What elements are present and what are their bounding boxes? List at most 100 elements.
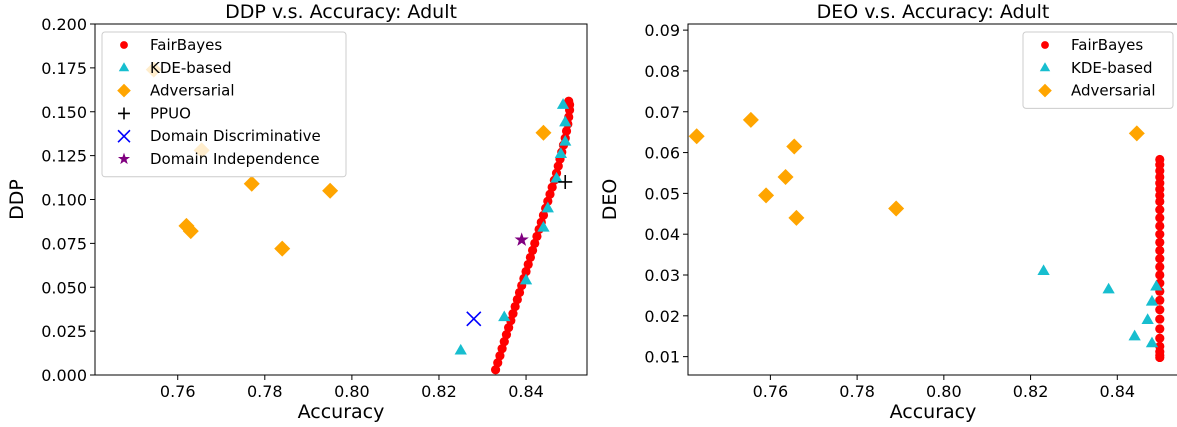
legend-marker-kde-based — [118, 62, 130, 72]
data-point — [514, 287, 525, 298]
legend: FairBayes KDE-based Adversarial PPUO Domain … — [101, 31, 347, 178]
data-point — [1155, 221, 1165, 231]
legend-marker-ppuo — [118, 107, 130, 120]
data-point — [559, 115, 572, 127]
data-point — [1141, 313, 1154, 324]
data-point — [777, 169, 794, 186]
y-tick-label: 0.075 — [41, 234, 87, 253]
data-point — [274, 240, 291, 257]
data-point — [497, 344, 507, 354]
data-point — [519, 273, 533, 285]
legend-label-fairbayes: FairBayes — [150, 36, 222, 54]
legend-box — [101, 31, 347, 178]
data-point — [561, 126, 572, 136]
y-tick-label: 0.09 — [644, 21, 680, 40]
legend-marker-fairbayes — [1041, 41, 1049, 49]
y-tick-label: 0.01 — [644, 348, 680, 367]
data-point — [1155, 237, 1165, 247]
data-point — [454, 343, 467, 355]
data-point — [558, 174, 573, 189]
legend-label-adversarial: Adversarial — [1071, 82, 1156, 100]
data-point — [1128, 125, 1145, 142]
y-tick-label: 0.02 — [644, 307, 680, 326]
data-point — [545, 189, 555, 199]
data-point — [510, 301, 520, 312]
series-ppuo — [558, 174, 573, 189]
data-point — [514, 232, 529, 246]
data-point — [559, 134, 572, 146]
data-point — [742, 111, 759, 128]
data-point — [550, 171, 563, 183]
data-point — [243, 175, 260, 192]
y-tick-label: 0.175 — [41, 59, 87, 78]
y-tick-label: 0.050 — [41, 278, 87, 297]
data-point — [1155, 341, 1165, 352]
data-point — [1155, 229, 1165, 239]
data-point — [495, 351, 505, 361]
y-tick-label: 0.025 — [41, 322, 87, 341]
y-tick-label: 0.03 — [644, 266, 680, 285]
data-point — [322, 182, 339, 199]
data-point — [758, 187, 775, 204]
data-point — [182, 223, 199, 240]
data-point — [532, 231, 542, 241]
y-tick-label: 0.07 — [644, 103, 680, 122]
data-point — [547, 182, 557, 192]
x-tick-label: 0.80 — [926, 382, 962, 401]
data-point — [556, 98, 570, 109]
data-point — [543, 196, 553, 206]
y-axis-label: DEO — [599, 179, 621, 221]
x-tick-label: 0.84 — [508, 382, 544, 401]
legend-label-kde-based: KDE-based — [150, 59, 232, 77]
series-kde-based — [1037, 264, 1163, 348]
data-point — [490, 365, 501, 375]
data-point — [501, 330, 512, 340]
x-tick-label: 0.76 — [160, 382, 196, 401]
x-axis-label: Accuracy — [890, 401, 977, 423]
data-point — [527, 245, 538, 255]
y-tick-label: 0.000 — [41, 366, 87, 385]
y-axis-label: DDP — [6, 179, 28, 220]
y-tick-label: 0.100 — [41, 191, 87, 210]
data-point — [1155, 154, 1165, 165]
series-kde-based — [454, 98, 572, 355]
legend-marker-adversarial — [1038, 83, 1052, 98]
y-tick-label: 0.150 — [41, 103, 87, 122]
legend-label-adversarial: Adversarial — [150, 82, 235, 100]
series-domain-independence — [514, 232, 529, 246]
data-point — [530, 238, 540, 248]
ddp-panel: DDP v.s. Accuracy: Adult 0.76 0.78 0.80 0.82… — [6, 1, 588, 423]
data-point — [1155, 254, 1165, 264]
chart-title: DEO v.s. Accuracy: Adult — [817, 1, 1050, 23]
data-point — [1150, 279, 1163, 291]
data-point — [1145, 294, 1159, 306]
data-point — [553, 161, 563, 171]
legend-marker-domain-discriminative — [117, 129, 131, 143]
data-point — [512, 294, 522, 305]
data-point — [1145, 336, 1159, 348]
data-point — [786, 138, 803, 155]
y-tick-label: 0.04 — [644, 225, 680, 244]
data-point — [1155, 245, 1165, 256]
data-point — [538, 210, 549, 220]
data-point — [466, 311, 482, 327]
data-point — [1155, 270, 1165, 280]
data-point — [499, 337, 509, 347]
x-tick-label: 0.82 — [421, 382, 457, 401]
data-point — [523, 259, 533, 270]
legend-marker-adversarial — [117, 83, 131, 98]
y-tick-label: 0.06 — [644, 144, 680, 163]
data-point — [564, 96, 574, 106]
data-point — [1128, 329, 1141, 341]
data-point — [788, 209, 805, 226]
series-domain-discriminative — [466, 311, 482, 327]
x-tick-label: 0.80 — [334, 382, 370, 401]
legend: FairBayes KDE-based Adversarial — [1022, 31, 1174, 109]
data-point — [508, 308, 518, 319]
legend-label-kde-based: KDE-based — [1071, 59, 1153, 77]
legend-marker-kde-based — [1039, 62, 1051, 72]
y-tick-label: 0.200 — [41, 15, 87, 34]
data-point — [498, 310, 511, 322]
legend-box — [1022, 31, 1174, 109]
